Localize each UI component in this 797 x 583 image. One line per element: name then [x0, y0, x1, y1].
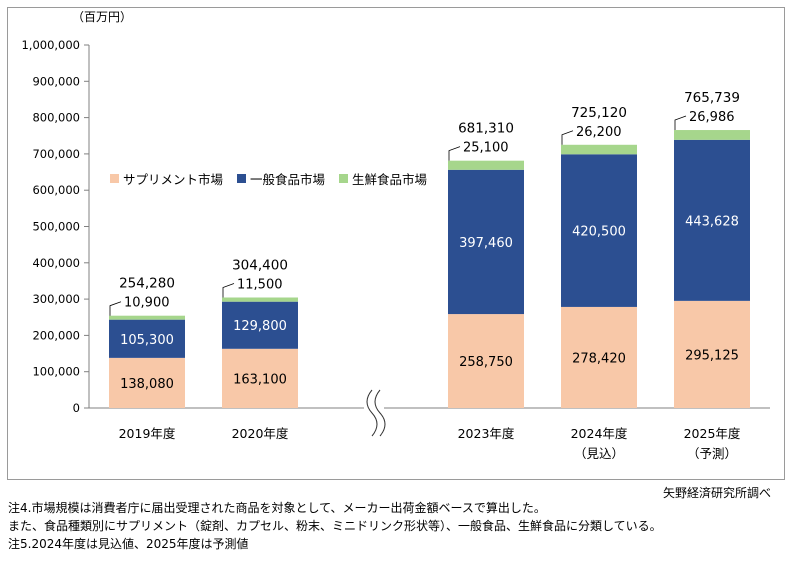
x-category-sublabel: （見込） — [574, 446, 624, 461]
bar-segment-general-food — [674, 139, 750, 301]
y-tick-label: 800,000 — [32, 111, 80, 125]
bar-segment-general-food — [222, 301, 298, 349]
y-tick-label: 1,000,000 — [21, 38, 80, 52]
total-value-label: 765,739 — [684, 90, 740, 106]
leader-line — [109, 301, 122, 316]
legend-swatch-supplement — [110, 174, 119, 183]
bar-segment-fresh-food — [222, 297, 298, 302]
y-tick-label: 0 — [73, 401, 80, 415]
fresh-food-value-label: 10,900 — [124, 296, 170, 311]
y-tick-label: 200,000 — [32, 328, 80, 342]
bar-segment-supplement — [448, 314, 524, 408]
bar-value-label: 397,460 — [459, 236, 513, 251]
legend-item-supplement: サプリメント市場 — [110, 169, 223, 188]
y-tick-label: 500,000 — [32, 220, 80, 234]
bar-segment-fresh-food — [561, 144, 637, 155]
axis-break-line — [366, 389, 378, 437]
leader-line — [674, 115, 687, 131]
bar-segment-supplement — [222, 348, 298, 408]
legend-label-fresh-food: 生鮮食品市場 — [352, 172, 428, 187]
note-1: 注4.市場規模は消費者庁に届出受理された商品を対象として、メーカー出荷金額ベース… — [8, 501, 546, 515]
bar-value-label: 129,800 — [233, 319, 287, 334]
y-tick-label: 700,000 — [32, 147, 80, 161]
bar-value-label: 258,750 — [459, 355, 513, 370]
legend-label-general-food: 一般食品市場 — [250, 172, 326, 187]
fresh-food-value-label: 26,200 — [576, 125, 622, 140]
bar-value-label: 420,500 — [572, 225, 626, 240]
fresh-food-value-label: 25,100 — [463, 141, 509, 156]
x-category-label: 2024年度 — [571, 426, 628, 441]
total-value-label: 725,120 — [571, 105, 627, 121]
fresh-food-value-label: 26,986 — [689, 110, 735, 125]
bar-value-label: 443,628 — [685, 214, 739, 229]
bar-segment-supplement — [561, 306, 637, 408]
legend-swatch-general-food — [237, 174, 247, 183]
leader-line — [448, 146, 461, 161]
legend-item-fresh-food: 生鮮食品市場 — [339, 169, 427, 188]
leader-line — [561, 130, 574, 145]
axis-break-line — [374, 389, 386, 437]
y-tick-label: 900,000 — [32, 74, 80, 88]
bar-segment-general-food — [448, 169, 524, 315]
bar-value-label: 295,125 — [685, 348, 739, 363]
bar-value-label: 138,080 — [120, 377, 174, 392]
y-axis-unit-label: （百万円） — [72, 10, 132, 24]
bar-segment-supplement — [674, 300, 750, 408]
bar-segment-fresh-food — [674, 130, 750, 140]
legend: サプリメント市場 一般食品市場 生鮮食品市場 — [110, 169, 427, 188]
bar-value-label: 105,300 — [120, 333, 174, 348]
axis-break-mask — [364, 388, 384, 440]
bar-segment-fresh-food — [448, 160, 524, 170]
note-3: 注5.2024年度は見込値、2025年度は予測値 — [8, 537, 249, 551]
bar-value-label: 163,100 — [233, 372, 287, 387]
total-value-label: 681,310 — [458, 121, 514, 137]
source-credit: 矢野経済研究所調べ — [662, 486, 771, 500]
x-category-sublabel: （予測） — [687, 446, 737, 461]
bar-segment-supplement — [109, 357, 185, 408]
bar-value-label: 278,420 — [572, 351, 626, 366]
y-tick-label: 400,000 — [32, 256, 80, 270]
legend-label-supplement: サプリメント市場 — [123, 172, 224, 187]
x-category-label: 2020年度 — [232, 426, 289, 441]
x-category-label: 2025年度 — [684, 426, 741, 441]
y-tick-label: 300,000 — [32, 292, 80, 306]
x-category-label: 2019年度 — [119, 426, 176, 441]
legend-swatch-fresh-food — [339, 174, 349, 183]
bar-segment-general-food — [561, 154, 637, 307]
leader-line — [222, 283, 235, 298]
y-tick-label: 600,000 — [32, 183, 80, 197]
total-value-label: 254,280 — [119, 276, 175, 292]
fresh-food-value-label: 11,500 — [237, 278, 283, 293]
x-category-label: 2023年度 — [458, 426, 515, 441]
total-value-label: 304,400 — [232, 258, 288, 274]
note-2: また、食品種類別にサプリメント（錠剤、カプセル、粉末、ミニドリンク形状等）、一般… — [8, 519, 662, 533]
y-tick-label: 100,000 — [32, 365, 80, 379]
legend-item-general-food: 一般食品市場 — [237, 169, 325, 188]
bar-segment-general-food — [109, 319, 185, 358]
bar-segment-fresh-food — [109, 315, 185, 320]
